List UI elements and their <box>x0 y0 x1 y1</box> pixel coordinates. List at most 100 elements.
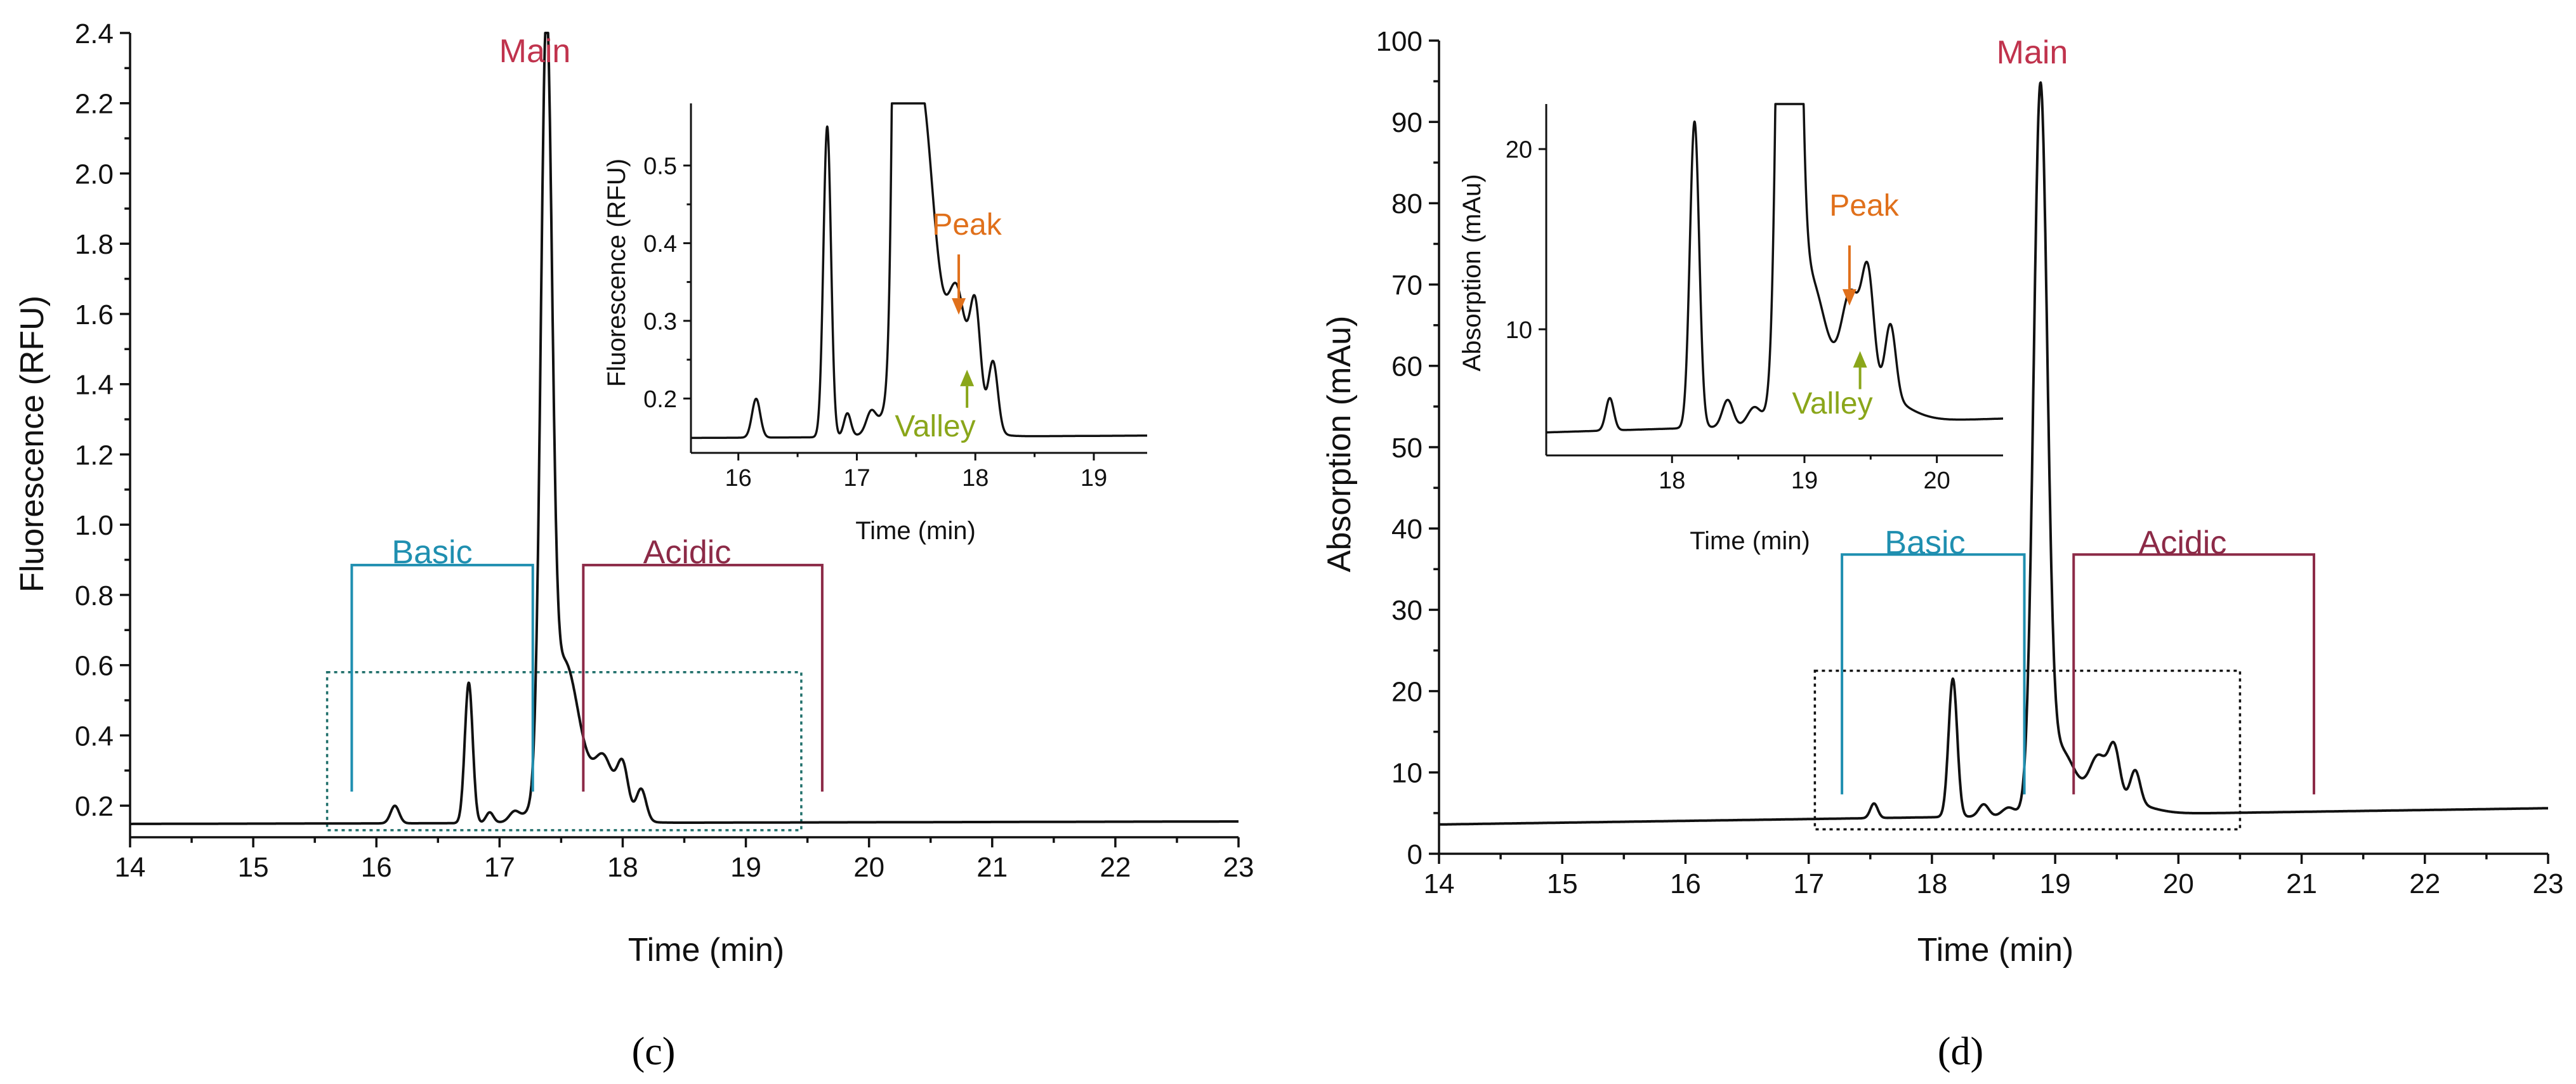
panel-d-inset-valley-label: Valley <box>1792 387 1872 421</box>
panel-d-main-axes: 14 15 16 17 18 19 20 21 22 23 0 10 20 30 40 50 60 70 80 90 1… <box>1376 26 2564 899</box>
panel-c-main-y-tick-label: 1.6 <box>75 299 114 330</box>
panel-c-main-trace <box>129 32 1240 825</box>
panel-c-main-y-tick-label: 2.4 <box>75 18 114 49</box>
panel-d-main-peak-label: Main <box>1997 34 2068 71</box>
panel-d-main-y-tick-label: 100 <box>1376 26 1423 57</box>
panel-c-x-axis-label: Time (min) <box>628 932 785 969</box>
panel-c-zoom-rect <box>325 671 803 832</box>
panel-c-main-series-line <box>129 32 1240 825</box>
panel-c-basic-bracket <box>350 563 534 792</box>
panel-c-inset-arrows <box>952 254 975 408</box>
panel-c-inset-peak-label: Peak <box>932 208 1002 242</box>
panel-c-main-x-tick-label: 16 <box>361 852 392 883</box>
panel-c-main-y-tick-label: 2.0 <box>75 159 114 190</box>
panel-d-main-x-tick-label: 19 <box>2040 868 2071 899</box>
panel-d-main-x-tick-label: 16 <box>1670 868 1701 899</box>
panel-c-main-y-tick-label: 1.4 <box>75 370 114 401</box>
panel-d-inset-y-tick-label: 10 <box>1506 317 1532 344</box>
panel-c-inset-x-tick-label: 17 <box>843 465 870 492</box>
panel-d-valley-arrow-head <box>1853 351 1867 368</box>
panel-c-brackets <box>350 563 824 792</box>
panel-c-label: (c) <box>632 1030 676 1073</box>
panel-d-zoom-box <box>1813 669 2242 831</box>
panel-d-main-trace <box>1438 81 2549 826</box>
panel-c-inset-x-tick-label: 19 <box>1081 465 1107 492</box>
panel-d-main-y-tick-label: 50 <box>1391 433 1423 464</box>
panel-d-acidic-bracket <box>2072 553 2315 795</box>
panel-d-y-axis-label: Absorption (mAu) <box>1321 316 1358 573</box>
panel-c-inset-y-tick-label: 0.2 <box>643 386 677 413</box>
panel-c-main-peak-label: Main <box>499 33 571 70</box>
panel-d-inset-x-axis-label: Time (min) <box>1690 527 1810 555</box>
panel-d-inset-peak-label: Peak <box>1829 189 1899 223</box>
panel-c-acidic-label: Acidic <box>643 534 732 571</box>
panel-c-main-y-tick-label: 2.2 <box>75 89 114 120</box>
panel-d-inset-y-tick-label: 20 <box>1506 137 1532 164</box>
panel-d-acidic-label: Acidic <box>2139 525 2227 561</box>
panel-c-main-x-tick-label: 23 <box>1223 852 1254 883</box>
panel-c-inset-axes: 16 17 18 19 0.2 0.3 0.4 0.5 <box>643 103 1147 492</box>
panel-c-main-y-tick-label: 0.8 <box>75 580 114 611</box>
panel-d-main-y-tick-label: 20 <box>1391 676 1423 707</box>
panel-d-main-y-tick-label: 60 <box>1391 351 1423 382</box>
panel-d-main-y-tick-label: 80 <box>1391 188 1423 219</box>
panel-d-peak-arrow-head <box>1842 289 1856 306</box>
panel-d-main-y-tick-label: 10 <box>1391 758 1423 789</box>
panel-d-inset-y-axis-label: Absorption (mAu) <box>1458 174 1486 371</box>
panel-d-main-x-tick-label: 18 <box>1916 868 1947 899</box>
panel-c-main-x-tick-label: 18 <box>607 852 638 883</box>
panel-d-main-y-tick-label: 90 <box>1391 107 1423 138</box>
panel-c-main-x-tick-label: 20 <box>853 852 884 883</box>
panel-c-inset-y-tick-label: 0.3 <box>643 309 677 336</box>
panel-c-main-y-tick-label: 0.6 <box>75 651 114 682</box>
panel-d-inset-axes: 18 19 20 10 20 <box>1506 104 2003 494</box>
panel-c-inset-trace <box>690 102 1148 440</box>
panel-d-main-x-tick-label: 22 <box>2409 868 2440 899</box>
panel-c-main-y-tick-label: 1.8 <box>75 229 114 260</box>
panel-d-main-x-tick-label: 17 <box>1793 868 1824 899</box>
panel-d-main-x-tick-label: 21 <box>2286 868 2317 899</box>
panel-d-zoom-rect <box>1813 669 2242 831</box>
panel-d-basic-label: Basic <box>1884 525 1965 561</box>
panel-c-inset-valley-label: Valley <box>895 410 975 443</box>
panel-d: 14 15 16 17 18 19 20 21 22 23 0 10 20 30 40 50 60 70 80 90 1… <box>1321 26 2563 1073</box>
panel-d-label: (d) <box>1938 1030 1983 1073</box>
panel-c: 14 15 16 17 18 19 20 21 22 23 0.2 0.4 0.6 0.8 1.0 1.2 1.… <box>14 18 1254 1073</box>
panel-c-inset-x-tick-label: 18 <box>962 465 989 492</box>
panel-c-basic-label: Basic <box>391 534 472 571</box>
panel-c-inset-series-line <box>690 102 1148 440</box>
panel-c-main-y-tick-label: 0.2 <box>75 791 114 822</box>
panel-c-inset-y-axis-label: Fluorescence (RFU) <box>603 159 631 387</box>
panel-c-inset-x-tick-label: 16 <box>725 465 752 492</box>
panel-d-basic-bracket <box>1841 553 2026 795</box>
panel-c-y-axis-label: Fluorescence (RFU) <box>14 296 51 592</box>
panel-d-main-y-tick-label: 70 <box>1391 270 1423 301</box>
panel-d-main-x-tick-label: 20 <box>2163 868 2194 899</box>
panel-d-x-axis-label: Time (min) <box>1917 932 2074 969</box>
panel-d-main-x-tick-label: 23 <box>2533 868 2564 899</box>
panel-d-inset-x-tick-label: 19 <box>1791 467 1818 494</box>
panel-c-main-y-tick-label: 1.2 <box>75 440 114 471</box>
panel-c-inset-x-axis-label: Time (min) <box>855 517 976 545</box>
panel-d-main-series-line <box>1438 81 2549 826</box>
panel-d-main-x-tick-label: 15 <box>1547 868 1578 899</box>
panel-d-inset-arrows <box>1842 245 1867 389</box>
panel-c-main-x-tick-label: 19 <box>730 852 761 883</box>
panel-c-main-x-tick-label: 15 <box>238 852 269 883</box>
panel-d-main-y-tick-label: 30 <box>1391 595 1423 626</box>
panel-d-main-x-tick-label: 14 <box>1424 868 1455 899</box>
panel-d-inset-trace <box>1545 103 2004 434</box>
panel-c-main-x-tick-label: 17 <box>484 852 515 883</box>
panel-c-peak-arrow-head <box>952 298 966 315</box>
panel-c-main-y-tick-label: 1.0 <box>75 510 114 541</box>
panel-d-inset-x-tick-label: 18 <box>1659 467 1685 494</box>
panel-c-main-y-tick-label: 0.4 <box>75 721 114 752</box>
panel-c-zoom-box <box>325 671 803 832</box>
panel-d-inset-x-tick-label: 20 <box>1924 467 1950 494</box>
panel-c-acidic-bracket <box>582 563 824 792</box>
panel-d-brackets <box>1841 553 2315 795</box>
panel-c-main-axes: 14 15 16 17 18 19 20 21 22 23 0.2 0.4 0.6 0.8 1.0 1.2 1.… <box>75 18 1254 883</box>
panel-c-valley-arrow-head <box>960 369 975 386</box>
panel-c-inset-y-tick-label: 0.4 <box>643 231 677 258</box>
